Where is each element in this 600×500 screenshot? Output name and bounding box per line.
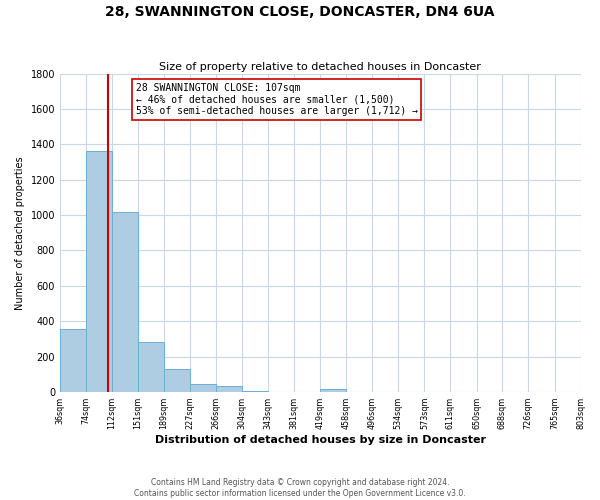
X-axis label: Distribution of detached houses by size in Doncaster: Distribution of detached houses by size … [155, 435, 486, 445]
Bar [86, 152, 112, 392]
Bar [138, 342, 164, 392]
Bar [60, 329, 86, 392]
Y-axis label: Number of detached properties: Number of detached properties [15, 156, 25, 310]
Bar [164, 369, 190, 392]
Bar [216, 386, 242, 392]
Bar [112, 212, 138, 392]
Text: 28, SWANNINGTON CLOSE, DONCASTER, DN4 6UA: 28, SWANNINGTON CLOSE, DONCASTER, DN4 6U… [105, 5, 495, 19]
Text: 28 SWANNINGTON CLOSE: 107sqm
← 46% of detached houses are smaller (1,500)
53% of: 28 SWANNINGTON CLOSE: 107sqm ← 46% of de… [136, 83, 418, 116]
Bar [320, 390, 346, 392]
Bar [190, 384, 216, 392]
Text: Contains HM Land Registry data © Crown copyright and database right 2024.
Contai: Contains HM Land Registry data © Crown c… [134, 478, 466, 498]
Bar [242, 391, 268, 392]
Title: Size of property relative to detached houses in Doncaster: Size of property relative to detached ho… [160, 62, 481, 72]
